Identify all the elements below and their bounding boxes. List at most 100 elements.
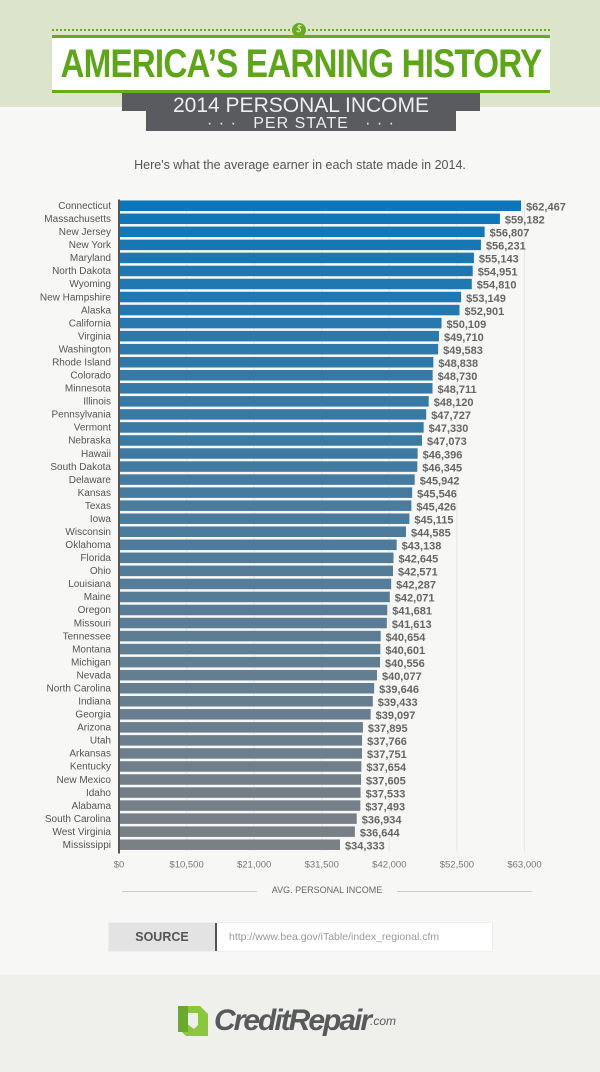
data-label: $48,730 (438, 371, 478, 383)
x-tick-label: $42,000 (372, 860, 406, 871)
data-label: $46,396 (423, 449, 463, 461)
data-label: $45,115 (414, 514, 453, 526)
category-label: New Jersey (59, 227, 111, 238)
category-label: Nevada (77, 670, 112, 681)
bar (119, 461, 418, 472)
data-label: $47,727 (431, 410, 471, 422)
data-label: $55,143 (479, 254, 519, 266)
category-label: Hawaii (81, 449, 111, 460)
data-label: $48,120 (434, 397, 474, 409)
bar (119, 265, 473, 277)
category-label: North Dakota (52, 266, 111, 277)
category-label: Alabama (72, 801, 112, 812)
bar (119, 435, 422, 446)
data-label: $52,901 (464, 306, 504, 318)
data-label: $37,533 (366, 788, 406, 800)
category-label: Michigan (71, 657, 111, 668)
logo-mark-icon (178, 1006, 208, 1036)
data-label: $48,711 (438, 384, 477, 396)
bar (119, 409, 427, 420)
data-label: $42,571 (398, 567, 438, 579)
data-label: $39,646 (379, 684, 419, 696)
data-label: $45,942 (420, 475, 460, 487)
data-label: $36,644 (360, 827, 401, 839)
category-label: Iowa (90, 514, 112, 525)
data-label: $62,467 (526, 202, 566, 214)
bar (119, 826, 355, 837)
bar (119, 578, 392, 590)
data-label: $41,681 (392, 606, 432, 618)
subtitle-line2: · · · PER STATE · · · (207, 115, 395, 132)
logo-text: CreditRepair (214, 1004, 372, 1037)
data-label: $42,645 (398, 554, 438, 566)
category-label: South Dakota (50, 462, 111, 473)
category-label: Rhode Island (52, 357, 111, 368)
category-label: Idaho (86, 788, 111, 799)
data-label: $40,601 (385, 645, 425, 657)
bar (119, 591, 390, 603)
bar (119, 643, 381, 655)
bar (119, 513, 410, 524)
data-label: $47,330 (429, 423, 469, 435)
bar (119, 696, 373, 707)
bar (119, 317, 442, 329)
creditrepair-logo[interactable]: CreditRepair .com (176, 1004, 396, 1038)
bar (119, 330, 439, 342)
bar (119, 774, 362, 785)
subtitle-banner: 2014 PERSONAL INCOME · · · PER STATE · ·… (146, 93, 456, 132)
category-label: Mississippi (63, 840, 111, 851)
data-label: $42,071 (395, 593, 435, 605)
bar (119, 474, 415, 485)
data-label: $43,138 (402, 541, 442, 553)
category-label: Massachusetts (44, 214, 111, 225)
bar (119, 356, 434, 368)
category-label: Utah (90, 736, 111, 747)
source-url[interactable]: http://www.bea.gov/iTable/index_regional… (229, 931, 440, 943)
category-label: Montana (72, 644, 111, 655)
bar (119, 709, 371, 720)
bar (119, 813, 357, 824)
bar (119, 448, 418, 459)
category-label: Illinois (83, 397, 111, 408)
category-label: South Carolina (45, 814, 112, 825)
bar (119, 252, 474, 264)
bar (119, 200, 522, 211)
bar (119, 669, 377, 681)
category-label: Georgia (75, 710, 111, 721)
category-label: Colorado (70, 371, 111, 382)
bar (119, 487, 413, 498)
data-label: $40,654 (386, 632, 427, 644)
category-label: Delaware (69, 475, 112, 486)
bar (119, 500, 412, 511)
category-label: Oklahoma (65, 540, 111, 551)
bar (119, 291, 462, 303)
category-label: California (69, 318, 112, 329)
data-label: $49,583 (443, 345, 483, 357)
bar (119, 682, 375, 694)
data-label: $37,493 (365, 801, 405, 813)
intro-text: Here's what the average earner in each s… (134, 158, 466, 172)
bar (119, 787, 361, 798)
x-axis-title: AVG. PERSONAL INCOME (122, 885, 532, 895)
data-label: $37,605 (366, 775, 406, 787)
category-label: Virginia (78, 331, 112, 342)
data-label: $56,231 (486, 241, 526, 253)
category-label: Arkansas (69, 749, 111, 760)
bar (119, 839, 340, 850)
data-label: $53,149 (466, 293, 506, 305)
logo-suffix: .com (370, 1014, 397, 1028)
data-label: $37,751 (367, 749, 407, 761)
data-label: $50,109 (447, 319, 487, 331)
data-label: $48,838 (438, 358, 478, 370)
category-label: Oregon (78, 605, 111, 616)
bar (119, 552, 394, 564)
bar (119, 761, 362, 772)
bar (119, 226, 485, 238)
bar (119, 396, 429, 407)
bar (119, 304, 460, 316)
x-tick-label: $63,000 (507, 860, 541, 871)
category-label: Indiana (78, 697, 111, 708)
category-label: Maryland (70, 253, 111, 264)
bar (119, 722, 363, 733)
data-label: $45,426 (416, 501, 456, 513)
